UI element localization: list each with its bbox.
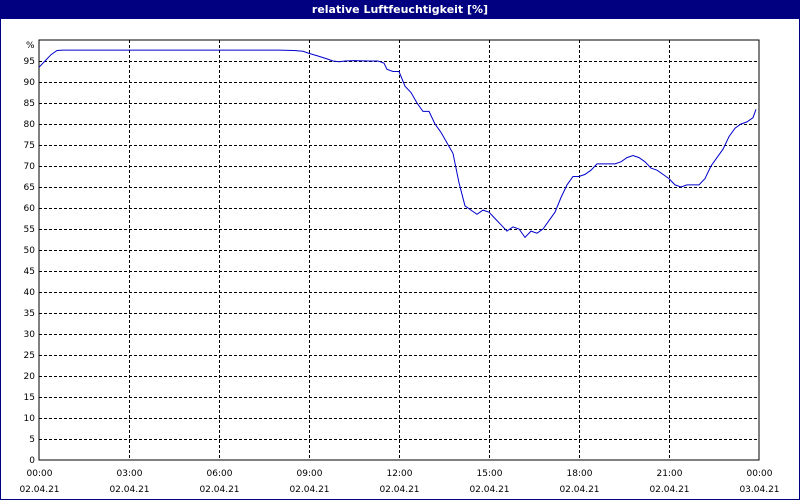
y-tick-label: 25 bbox=[24, 351, 35, 361]
x-tick-time: 21:00 bbox=[657, 469, 683, 479]
x-tick-date: 03.04.21 bbox=[739, 485, 779, 495]
x-tick-time: 00:00 bbox=[27, 469, 53, 479]
x-tick-time: 12:00 bbox=[387, 469, 413, 479]
y-tick-label: 30 bbox=[24, 330, 36, 340]
y-tick-label: 15 bbox=[24, 393, 35, 403]
y-tick-label: 70 bbox=[24, 162, 36, 172]
y-tick-label: 60 bbox=[24, 204, 36, 214]
chart-title: relative Luftfeuchtigkeit [%] bbox=[1, 1, 799, 19]
x-tick-time: 03:00 bbox=[117, 469, 143, 479]
y-tick-label: 20 bbox=[24, 372, 36, 382]
x-tick-date: 02.04.21 bbox=[379, 485, 419, 495]
x-tick-date: 02.04.21 bbox=[109, 485, 149, 495]
y-tick-label: 55 bbox=[24, 225, 35, 235]
x-tick-date: 02.04.21 bbox=[649, 485, 689, 495]
x-tick-date: 02.04.21 bbox=[559, 485, 599, 495]
x-tick-date: 02.04.21 bbox=[469, 485, 509, 495]
x-tick-date: 02.04.21 bbox=[199, 485, 239, 495]
y-tick-label: 80 bbox=[24, 120, 36, 130]
y-tick-label: 0 bbox=[29, 456, 35, 466]
humidity-series-line bbox=[38, 49, 757, 239]
y-tick-label: 85 bbox=[24, 99, 35, 109]
y-tick-label: 65 bbox=[24, 183, 35, 193]
y-tick-label: 45 bbox=[24, 267, 35, 277]
y-tick-label: 35 bbox=[24, 309, 35, 319]
plot-border bbox=[38, 39, 760, 461]
x-tick-time: 09:00 bbox=[297, 469, 323, 479]
x-tick-time: 00:00 bbox=[747, 469, 773, 479]
y-tick-label: 90 bbox=[24, 78, 36, 88]
x-tick-date: 02.04.21 bbox=[289, 485, 329, 495]
x-tick-date: 02.04.21 bbox=[19, 485, 59, 495]
y-tick-label: 5 bbox=[29, 435, 35, 445]
y-tick-label: 10 bbox=[24, 414, 36, 424]
x-tick-time: 15:00 bbox=[477, 469, 503, 479]
x-tick-time: 18:00 bbox=[567, 469, 593, 479]
y-tick-label: 50 bbox=[24, 246, 36, 256]
y-tick-label: 95 bbox=[24, 57, 35, 67]
y-tick-label: 40 bbox=[24, 288, 36, 298]
y-axis-label: % bbox=[26, 41, 35, 51]
x-tick-time: 06:00 bbox=[207, 469, 233, 479]
y-tick-label: 75 bbox=[24, 141, 35, 151]
